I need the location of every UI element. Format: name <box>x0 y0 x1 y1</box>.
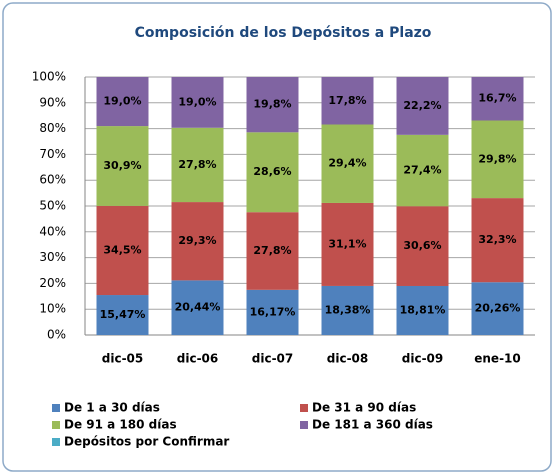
bar-segment <box>246 289 299 335</box>
data-label: 30,9% <box>103 159 141 172</box>
bar-segment <box>96 77 149 127</box>
bar-segment <box>471 120 524 199</box>
y-tick-label: 40% <box>39 224 66 238</box>
data-label: 34,5% <box>103 243 141 256</box>
y-tick-label: 0% <box>47 328 66 342</box>
bar-segment <box>171 127 224 203</box>
y-tick-label: 10% <box>39 302 66 316</box>
bar-segment <box>246 212 299 290</box>
bar-segment <box>396 77 449 135</box>
data-label: 16,7% <box>478 92 516 105</box>
data-label: 19,0% <box>103 95 141 108</box>
legend-label: De 181 a 360 días <box>312 418 433 432</box>
x-tick-label: dic-08 <box>327 352 369 366</box>
bar-segment <box>396 206 449 286</box>
bar-segment <box>171 202 224 281</box>
legend-label: De 1 a 30 días <box>64 401 160 415</box>
data-label: 22,2% <box>403 99 441 112</box>
data-label: 27,8% <box>253 244 291 257</box>
chart-title: Composición de los Depósitos a Plazo <box>135 25 432 41</box>
bar-segment <box>396 285 449 335</box>
data-label: 29,4% <box>328 157 366 170</box>
bar-segment <box>471 77 524 121</box>
bar-segment <box>396 134 449 207</box>
data-label: 18,38% <box>325 303 371 316</box>
bar-segment <box>246 77 299 133</box>
data-label: 19,8% <box>253 98 291 111</box>
data-label: 17,8% <box>328 94 366 107</box>
x-tick-label: dic-06 <box>177 352 219 366</box>
bar-segment <box>321 202 374 286</box>
x-tick-label: ene-10 <box>474 352 521 366</box>
bar-segment <box>171 280 224 335</box>
bar-segment <box>96 295 149 335</box>
y-tick-label: 70% <box>39 147 66 161</box>
bar-segment <box>471 198 524 283</box>
data-label: 18,81% <box>400 303 446 316</box>
bar-segment <box>321 77 374 125</box>
data-label: 28,6% <box>253 165 291 178</box>
bar-segment <box>171 77 224 128</box>
data-label: 29,8% <box>478 152 516 165</box>
y-tick-label: 20% <box>39 276 66 290</box>
data-label: 31,1% <box>328 237 366 250</box>
bar-segment <box>321 124 374 203</box>
y-tick-label: 100% <box>32 70 66 84</box>
legend-swatch <box>52 438 60 446</box>
y-tick-label: 50% <box>39 199 66 213</box>
data-label: 27,8% <box>178 158 216 171</box>
data-label: 15,47% <box>100 308 146 321</box>
legend-label: De 91 a 180 días <box>64 418 177 432</box>
data-label: 30,6% <box>403 239 441 252</box>
legend-swatch <box>300 404 308 412</box>
data-label: 27,4% <box>403 164 441 177</box>
legend-swatch <box>52 404 60 412</box>
data-label: 29,3% <box>178 234 216 247</box>
bar-segment <box>321 285 374 335</box>
data-label: 16,17% <box>250 305 296 318</box>
x-tick-label: dic-05 <box>102 352 144 366</box>
x-tick-label: dic-09 <box>402 352 444 366</box>
bar-segment <box>246 132 299 213</box>
y-tick-label: 80% <box>39 121 66 135</box>
legend-swatch <box>300 421 308 429</box>
x-tick-label: dic-07 <box>252 352 294 366</box>
y-tick-label: 90% <box>39 95 66 109</box>
y-tick-label: 60% <box>39 173 66 187</box>
data-label: 32,3% <box>478 233 516 246</box>
y-tick-label: 30% <box>39 250 66 264</box>
data-label: 20,44% <box>175 301 221 314</box>
data-label: 20,26% <box>475 302 521 315</box>
bar-segment <box>471 282 524 335</box>
legend-label: Depósitos por Confirmar <box>64 435 229 449</box>
data-label: 19,0% <box>178 95 216 108</box>
bar-segment <box>96 205 149 296</box>
legend-label: De 31 a 90 días <box>312 401 416 415</box>
legend-swatch <box>52 421 60 429</box>
bar-segment <box>96 126 149 206</box>
